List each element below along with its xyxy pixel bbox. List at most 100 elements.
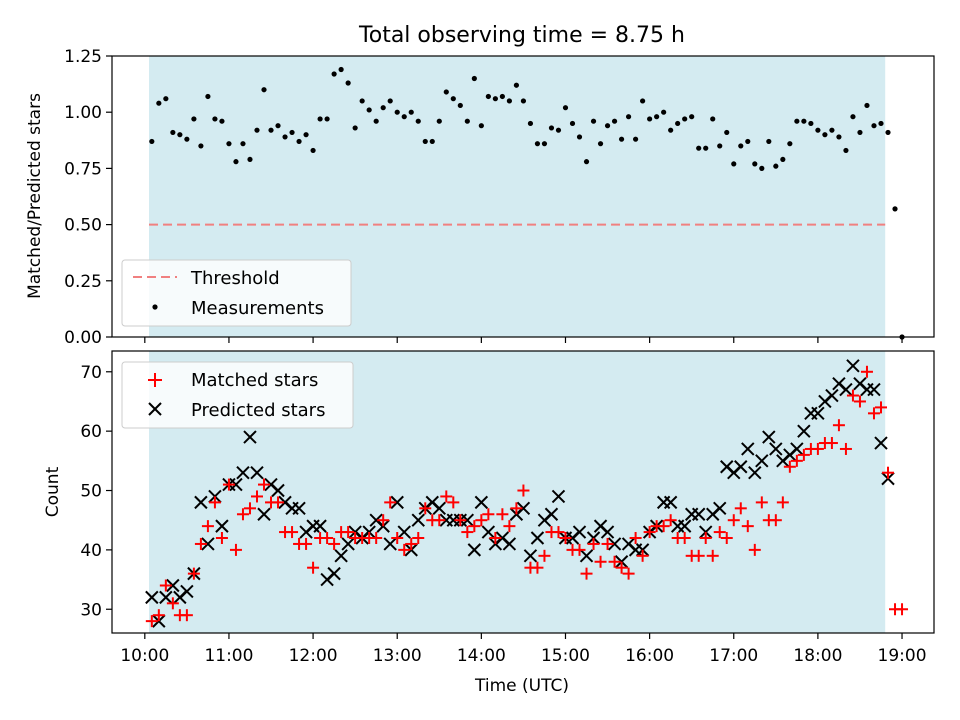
bottom-panel: 30 40 50 60 70 10:00 11:00 12:00 13:00 14:00 15:0… [43, 350, 935, 696]
measurement-point [345, 80, 351, 86]
matched-star-point [734, 502, 747, 515]
predicted-star-point [530, 531, 545, 545]
measurement-point [611, 118, 618, 124]
bottom-y-tick-label: 40 [80, 541, 102, 561]
measurement-point [576, 134, 583, 140]
measurement-point [647, 116, 653, 122]
measurement-point [247, 156, 253, 163]
matched-star-point [243, 502, 256, 515]
matched-star-point [664, 514, 677, 527]
matched-star-point [882, 466, 895, 479]
measurement-point [219, 118, 225, 124]
matched-star-point [496, 508, 509, 521]
matched-star-point [867, 407, 880, 420]
x-tick-label: 17:00 [709, 646, 758, 666]
measurement-point [366, 107, 372, 113]
measurement-point [541, 141, 548, 147]
top-y-tick-label: 0.00 [64, 328, 102, 348]
measurement-point [506, 98, 512, 104]
predicted-star-point [748, 465, 762, 480]
measurement-point [226, 141, 232, 147]
matched-star-point [896, 603, 909, 616]
predicted-star-point [846, 359, 860, 373]
measurement-point [198, 143, 204, 149]
measurement-point [689, 114, 695, 120]
predicted-star-point [201, 537, 215, 551]
measurement-point [261, 87, 267, 93]
bottom-legend-box [121, 361, 354, 429]
measurement-point [240, 141, 246, 147]
matched-star-point [300, 537, 313, 550]
measurement-point [170, 129, 176, 136]
measurement-point [583, 159, 590, 165]
matched-star-point [615, 561, 628, 574]
x-tick-label: 12:00 [289, 646, 338, 666]
matched-star-point [187, 567, 200, 580]
matched-star-point [839, 442, 852, 455]
bottom-y-axis-ticks: 30 40 50 60 70 [80, 363, 112, 620]
matched-star-point [643, 526, 656, 539]
measurement-point [478, 123, 484, 129]
measurements-legend-marker [152, 304, 158, 310]
predicted-star-point [797, 424, 811, 438]
predicted-star-point [145, 590, 159, 605]
predicted-star-point [572, 525, 587, 539]
predicted-star-point [790, 442, 804, 456]
measurement-point [415, 118, 421, 124]
measurement-point [387, 98, 393, 104]
top-y-tick-label: 0.50 [64, 216, 102, 236]
predicted-star-point [741, 442, 755, 456]
top-x-axis-ticks [144, 337, 903, 343]
x-tick-label: 13:00 [373, 646, 422, 666]
matched-star-point [678, 532, 691, 545]
predicted-star-point [411, 513, 425, 527]
predicted-star-point [762, 430, 776, 444]
predicted-star-point [811, 406, 825, 421]
predicted-stars-points [145, 359, 895, 628]
matched-star-point [215, 532, 228, 545]
matched-star-point [475, 514, 488, 527]
bottom-y-tick-label: 50 [80, 482, 102, 502]
measurement-point [205, 93, 211, 100]
matched-star-point [706, 549, 719, 562]
matched-star-point [713, 526, 726, 539]
matched-star-point [811, 442, 824, 455]
matched-star-point [258, 478, 271, 491]
matched-star-point [370, 532, 383, 545]
measurement-point [822, 132, 828, 138]
bottom-y-axis-label: Count [43, 466, 63, 517]
x-tick-label: 19:00 [878, 646, 927, 666]
matched-star-point [629, 532, 642, 545]
measurement-point [289, 129, 295, 136]
measurement-point [394, 109, 400, 115]
measurement-point [675, 120, 681, 127]
matched-star-point [776, 496, 789, 509]
predicted-star-point [579, 549, 594, 563]
predicted-star-point [502, 537, 517, 551]
measurement-point [303, 132, 309, 138]
matched-star-point [832, 419, 845, 432]
predicted-star-point [271, 483, 285, 498]
predicted-star-point [215, 519, 229, 533]
measurement-point [359, 98, 365, 104]
predicted-star-point [327, 566, 341, 581]
measurement-point [878, 120, 884, 127]
predicted-star-point [397, 525, 411, 539]
top-legend: Threshold Measurements [121, 259, 352, 327]
x-tick-label: 11:00 [204, 646, 253, 666]
measurement-point [604, 123, 611, 129]
predicted-star-point [600, 525, 615, 539]
matched-star-point [503, 520, 516, 533]
predicted-star-point [432, 501, 446, 516]
predicted-star-point [250, 465, 264, 480]
matched-star-point [846, 389, 859, 402]
measurement-point [745, 138, 751, 145]
predicted-star-point [523, 549, 538, 563]
matched-star-point [783, 460, 796, 473]
measurement-point [668, 127, 674, 133]
measurement-point [625, 114, 632, 120]
predicted-star-point [474, 495, 489, 510]
matched-star-point [587, 537, 600, 550]
matched-star-point [461, 526, 474, 539]
measurement-point [857, 129, 863, 136]
